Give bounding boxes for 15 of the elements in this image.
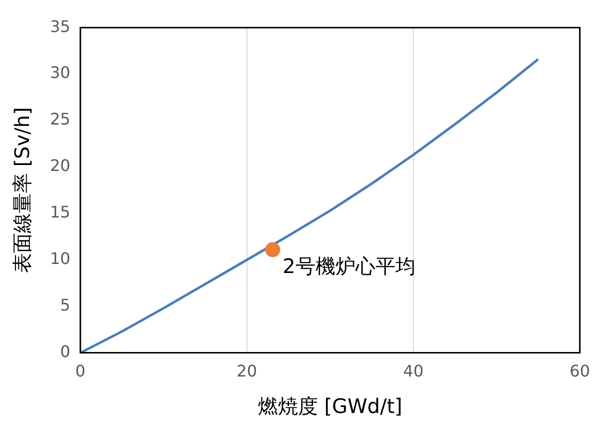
x-tick-label: 20 — [236, 362, 258, 381]
x-tick-label: 60 — [570, 362, 590, 381]
x-tick-label: 40 — [403, 362, 424, 381]
y-tick-label: 0 — [60, 342, 70, 361]
y-tick-label: 35 — [50, 16, 70, 36]
y-tick-label: 5 — [60, 296, 70, 314]
x-axis-title: 燃焼度 [GWd/t] — [258, 394, 402, 418]
y-tick-label: 15 — [50, 202, 70, 222]
y-tick-label: 30 — [50, 63, 70, 82]
y-axis-title: 表面線量率 [Sv/h] — [10, 107, 34, 274]
y-tick-label: 20 — [50, 156, 70, 176]
x-tick-label: 0 — [75, 362, 86, 381]
annotation: 2号機炉心平均 — [282, 254, 416, 278]
y-tick-label: 25 — [50, 110, 70, 129]
y-tick-label: 10 — [50, 249, 70, 268]
